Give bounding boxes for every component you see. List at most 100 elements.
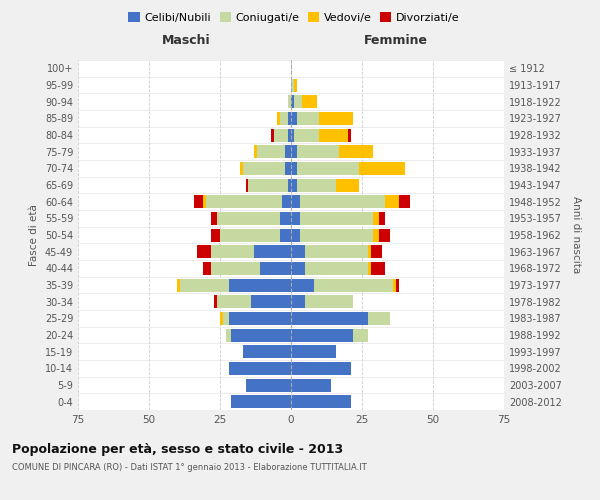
Bar: [291, 228, 299, 241]
Bar: [291, 145, 296, 158]
Bar: [203, 195, 206, 208]
Bar: [254, 145, 257, 158]
Bar: [305, 245, 368, 258]
Bar: [296, 112, 319, 125]
Bar: [348, 128, 350, 141]
Bar: [211, 228, 220, 241]
Bar: [399, 195, 410, 208]
Y-axis label: Fasce di età: Fasce di età: [29, 204, 39, 266]
Bar: [206, 195, 283, 208]
Bar: [220, 228, 280, 241]
Bar: [245, 178, 248, 192]
Bar: [180, 278, 229, 291]
Bar: [291, 262, 305, 275]
Bar: [203, 262, 211, 275]
Bar: [197, 245, 211, 258]
Bar: [280, 228, 291, 241]
Bar: [291, 95, 294, 108]
Bar: [217, 295, 251, 308]
Bar: [299, 228, 373, 241]
Bar: [178, 278, 180, 291]
Bar: [211, 262, 260, 275]
Bar: [229, 278, 291, 291]
Bar: [257, 145, 286, 158]
Bar: [296, 145, 339, 158]
Bar: [251, 295, 291, 308]
Bar: [232, 328, 291, 342]
Bar: [379, 228, 391, 241]
Bar: [294, 128, 319, 141]
Bar: [368, 312, 391, 325]
Bar: [288, 112, 291, 125]
Bar: [319, 128, 348, 141]
Bar: [368, 245, 371, 258]
Legend: Celibi/Nubili, Coniugati/e, Vedovi/e, Divorziati/e: Celibi/Nubili, Coniugati/e, Vedovi/e, Di…: [124, 8, 464, 28]
Bar: [339, 145, 373, 158]
Bar: [217, 212, 280, 225]
Bar: [245, 378, 291, 392]
Bar: [291, 295, 305, 308]
Bar: [379, 212, 385, 225]
Bar: [396, 278, 399, 291]
Bar: [305, 262, 368, 275]
Bar: [232, 395, 291, 408]
Bar: [283, 195, 291, 208]
Bar: [291, 112, 296, 125]
Bar: [291, 378, 331, 392]
Bar: [291, 395, 350, 408]
Bar: [248, 178, 288, 192]
Bar: [211, 212, 217, 225]
Bar: [291, 178, 296, 192]
Bar: [243, 162, 286, 175]
Bar: [296, 162, 359, 175]
Bar: [229, 312, 291, 325]
Bar: [291, 278, 314, 291]
Bar: [305, 295, 353, 308]
Text: Maschi: Maschi: [161, 34, 210, 46]
Bar: [291, 312, 368, 325]
Bar: [291, 78, 294, 92]
Bar: [291, 245, 305, 258]
Bar: [373, 228, 379, 241]
Bar: [353, 328, 368, 342]
Text: COMUNE DI PINCARA (RO) - Dati ISTAT 1° gennaio 2013 - Elaborazione TUTTITALIA.IT: COMUNE DI PINCARA (RO) - Dati ISTAT 1° g…: [12, 462, 367, 471]
Bar: [299, 195, 385, 208]
Bar: [280, 112, 288, 125]
Bar: [288, 128, 291, 141]
Bar: [280, 212, 291, 225]
Bar: [314, 278, 393, 291]
Bar: [296, 178, 337, 192]
Bar: [291, 212, 299, 225]
Bar: [214, 295, 217, 308]
Bar: [368, 262, 371, 275]
Bar: [337, 178, 359, 192]
Bar: [359, 162, 404, 175]
Bar: [288, 178, 291, 192]
Bar: [291, 162, 296, 175]
Bar: [302, 95, 317, 108]
Bar: [291, 328, 353, 342]
Bar: [211, 245, 254, 258]
Bar: [229, 362, 291, 375]
Bar: [319, 112, 353, 125]
Bar: [291, 128, 294, 141]
Bar: [271, 128, 274, 141]
Bar: [286, 145, 291, 158]
Text: Popolazione per età, sesso e stato civile - 2013: Popolazione per età, sesso e stato civil…: [12, 442, 343, 456]
Text: Femmine: Femmine: [364, 34, 428, 46]
Bar: [243, 345, 291, 358]
Bar: [254, 245, 291, 258]
Bar: [288, 95, 291, 108]
Bar: [291, 345, 337, 358]
Bar: [393, 278, 396, 291]
Bar: [240, 162, 243, 175]
Bar: [223, 312, 229, 325]
Bar: [299, 212, 373, 225]
Bar: [277, 112, 280, 125]
Bar: [260, 262, 291, 275]
Bar: [274, 128, 288, 141]
Bar: [286, 162, 291, 175]
Bar: [371, 245, 382, 258]
Bar: [373, 212, 379, 225]
Y-axis label: Anni di nascita: Anni di nascita: [571, 196, 581, 274]
